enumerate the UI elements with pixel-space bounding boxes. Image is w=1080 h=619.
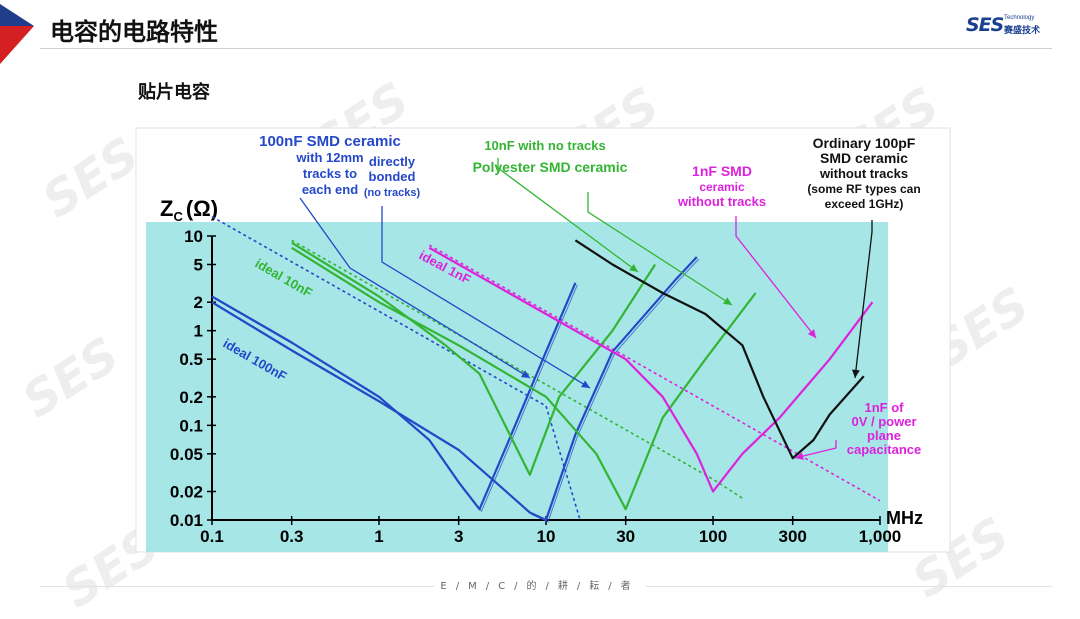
x-tick-label: 1	[374, 527, 383, 546]
y-tick-label: 0.2	[179, 388, 203, 407]
page-title: 电容的电路特性	[50, 18, 218, 46]
series-blue-12mm-shadow	[213, 284, 578, 513]
annotation-blue-12mm: 100nF SMD ceramic with 12mm tracks to each …	[259, 133, 401, 197]
leader-arrowhead	[521, 370, 530, 378]
header-accent-blue	[0, 4, 34, 26]
header-accent-red	[0, 26, 34, 64]
y-tick-label: 0.1	[179, 416, 203, 435]
leader-line	[587, 192, 733, 306]
leader-arrowhead	[795, 452, 804, 460]
annotation-line: Polyester SMD ceramic	[473, 159, 628, 175]
y-tick-label: 0.5	[179, 350, 203, 369]
annotation-line: Ordinary 100pF	[813, 135, 916, 151]
annotation-line: bonded	[369, 169, 416, 184]
y-tick-label: 2	[194, 293, 203, 312]
x-tick-label: 0.3	[280, 527, 304, 546]
annotation-line: exceed 1GHz)	[825, 197, 904, 211]
annotation-magenta-1nF: 1nF SMD ceramic without tracks	[677, 163, 766, 209]
leader-line	[381, 206, 591, 389]
leader-arrowhead	[581, 380, 590, 388]
x-tick-label: 10	[537, 527, 556, 546]
annotation-line: 1nF SMD	[692, 163, 752, 179]
header-divider	[40, 48, 1052, 49]
annotation-line: plane	[867, 428, 901, 443]
y-tick-label: 0.01	[170, 511, 203, 530]
leader-arrowhead	[807, 329, 816, 338]
header-accent	[0, 4, 34, 64]
series-ideal-10nF	[291, 239, 743, 499]
leader-arrowhead	[629, 264, 638, 272]
x-tick-label: 30	[616, 527, 635, 546]
y-tick-label: 5	[194, 255, 203, 274]
annotation-line: 1nF of	[865, 400, 905, 415]
annotation-line: 10nF with no tracks	[484, 138, 605, 153]
series-blue-bonded-shadow	[213, 258, 700, 523]
logo-cn: 赛盛技术	[1004, 26, 1041, 36]
annotation-line: with 12mm	[295, 150, 363, 165]
leader-line	[854, 220, 873, 379]
series-green-notracks	[291, 241, 657, 476]
series-ideal-1nF	[428, 244, 881, 502]
x-tick-label: 300	[778, 527, 806, 546]
leader-line	[794, 440, 837, 459]
series-green-polyester	[291, 246, 757, 511]
annotation-blue-bonded: directly bonded (no tracks)	[364, 154, 421, 199]
logo-brand: SES	[966, 14, 1004, 36]
series-blue-12mm	[211, 282, 577, 511]
annotation-green-polyester: Polyester SMD ceramic	[473, 159, 628, 175]
y-tick-label: 1	[194, 322, 203, 341]
annotation-power-plane: 1nF of 0V / power plane capacitance	[847, 400, 921, 457]
x-tick-label: 0.1	[200, 527, 224, 546]
annotation-line: (no tracks)	[364, 187, 421, 199]
series-magenta-1nF	[428, 246, 874, 493]
annotation-line: 100nF SMD ceramic	[259, 133, 401, 150]
annotation-line: ceramic	[699, 180, 745, 194]
x-tick-label: 3	[454, 527, 463, 546]
footer-label: E/M/C/的/耕/耘/者	[434, 581, 646, 592]
annotation-line: capacitance	[847, 442, 921, 457]
leader-arrowhead	[723, 297, 732, 305]
y-tick-label: 0.05	[170, 445, 203, 464]
leader-line	[299, 197, 531, 379]
annotation-line: tracks to	[303, 166, 357, 181]
annotation-line: 0V / power	[851, 414, 916, 429]
leader-line	[497, 158, 639, 273]
y-axis-label: ZC (Ω)	[160, 196, 218, 224]
annotation-line: SMD ceramic	[820, 150, 908, 166]
logo-tech: Technology	[1004, 15, 1035, 21]
series-black-100pF	[574, 239, 865, 460]
annotation-black-100pF: Ordinary 100pF SMD ceramic without tracks(…	[807, 135, 920, 211]
annotation-green-notracks: 10nF with no tracks	[484, 138, 605, 153]
section-subtitle: 贴片电容	[138, 82, 210, 103]
leader-arrowhead	[852, 369, 860, 378]
plot-background	[146, 222, 888, 552]
y-tick-label: 10	[184, 227, 203, 246]
x-axis-label: MHz	[886, 508, 923, 528]
company-logo: SES Technology 赛盛技术	[966, 14, 1046, 40]
x-tick-label: 100	[699, 527, 727, 546]
y-tick-label: 0.02	[170, 483, 203, 502]
annotation-line: without tracks	[677, 194, 766, 209]
annotation-line: without tracks	[819, 166, 908, 181]
footer-text: E/M/C/的/耕/耘/者	[0, 577, 1080, 592]
leader-line	[735, 216, 817, 339]
annotation-line: directly	[369, 154, 416, 169]
annotation-line: each end	[302, 182, 358, 197]
x-tick-label: 1,000	[859, 527, 902, 546]
annotation-line: (some RF types can	[807, 182, 920, 196]
